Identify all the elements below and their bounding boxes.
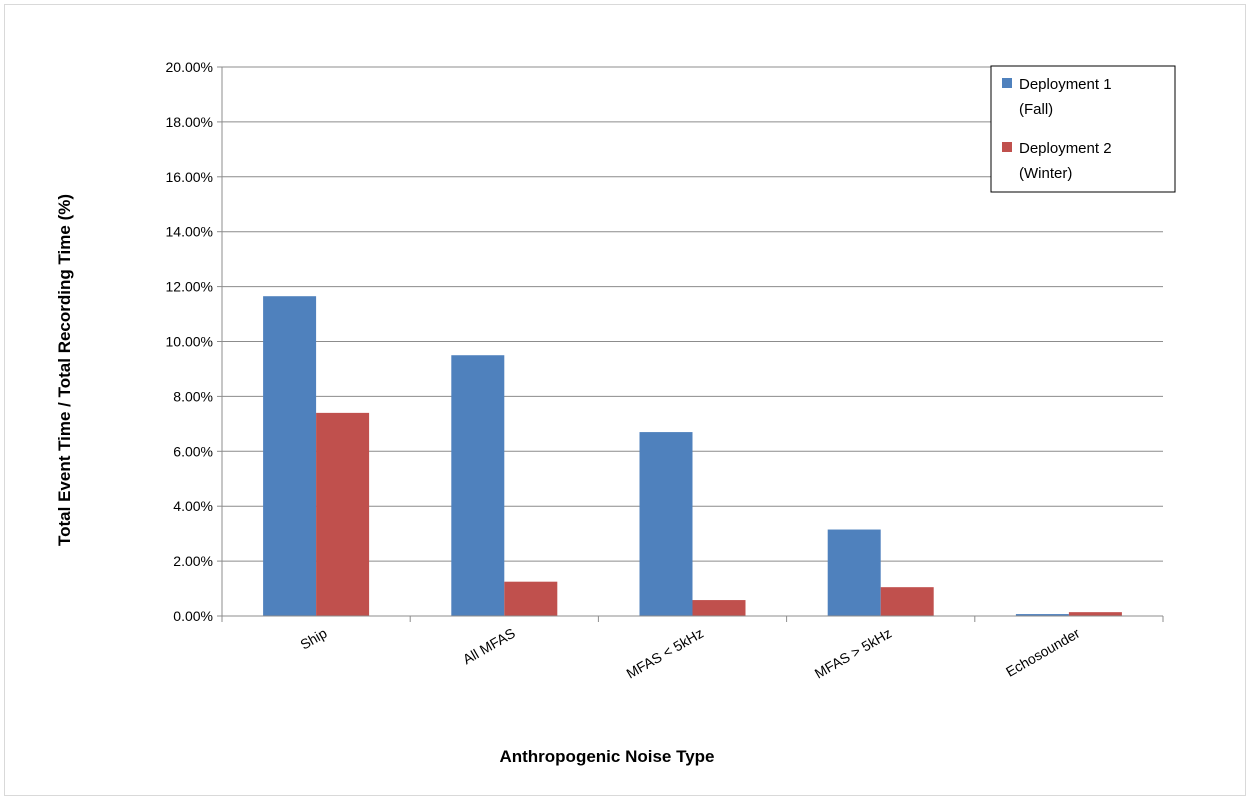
x-tick-label-mfas-5khz: MFAS > 5kHz [812,625,894,682]
gridlines [222,66,1163,562]
legend-box [990,65,1176,193]
legend-label-deployment-1-line2: (Fall) [1019,101,1053,118]
y-tick-label: 2.00% [173,553,213,569]
legend-label-deployment-1-line1: Deployment 1 [1019,76,1112,93]
x-tick-label-all-mfas: All MFAS [460,625,518,668]
bar-echosounder-series-2 [1068,612,1122,616]
bar-ship-series-2 [316,412,370,616]
bar-ship-series-1 [263,296,317,616]
y-tick-label: 4.00% [173,498,213,514]
legend-swatch-deployment-2 [1002,142,1012,152]
y-tick-label: 12.00% [166,279,213,295]
bar-mfas-5khz-series-2 [692,600,746,616]
bar-echosounder-series-1 [1015,614,1069,616]
x-tick-label-echosounder: Echosounder [1003,625,1083,680]
legend: Deployment 1 (Fall) Deployment 2 (Winter… [990,65,1176,193]
bar-mfas-5khz-series-1 [639,432,693,616]
y-tick-label: 16.00% [166,169,213,185]
axes [217,66,1164,622]
y-axis-title: Total Event Time / Total Recording Time … [55,194,74,546]
legend-label-deployment-2-line1: Deployment 2 [1019,140,1112,157]
y-tick-label: 0.00% [173,608,213,624]
y-tick-label: 14.00% [166,224,213,240]
legend-label-deployment-2-line2: (Winter) [1019,165,1072,182]
legend-swatch-deployment-1 [1002,78,1012,88]
y-tick-label: 10.00% [166,334,213,350]
bar-mfas-5khz-series-1 [827,529,881,616]
y-tick-label: 20.00% [166,59,213,75]
bar-all-mfas-series-2 [504,581,558,616]
y-tick-label: 18.00% [166,114,213,130]
y-tick-label: 6.00% [173,443,213,459]
x-tick-label-mfas-5khz: MFAS < 5kHz [624,625,706,682]
y-tick-label: 8.00% [173,388,213,404]
y-tick-labels: 0.00% 2.00% 4.00% 6.00% 8.00% 10.00% 12.00% 14.… [166,59,213,624]
x-axis-title: Anthropogenic Noise Type [499,747,714,766]
x-tick-label-ship: Ship [297,625,329,653]
x-tick-labels: Ship All MFAS MFAS < 5kHz MFAS > 5kHz Echoso… [297,625,1082,682]
bar-mfas-5khz-series-2 [880,587,934,616]
bars [263,296,1122,616]
bar-all-mfas-series-1 [451,355,505,616]
